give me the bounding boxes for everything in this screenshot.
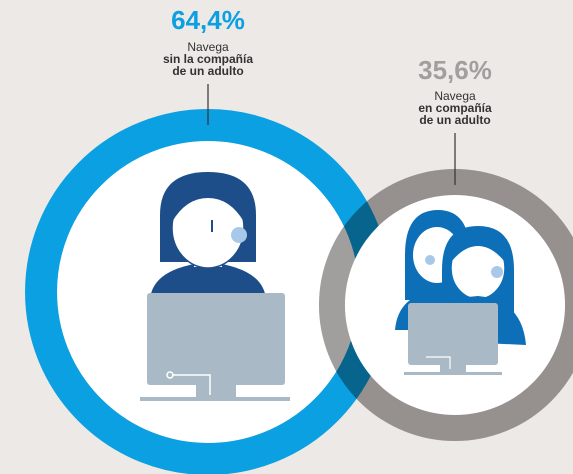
category-label: Navega xyxy=(434,89,476,103)
cable xyxy=(426,356,451,369)
value-label: 35,6% xyxy=(418,55,492,85)
monitor xyxy=(408,303,498,365)
fringe xyxy=(451,236,505,262)
cable xyxy=(172,374,211,395)
base xyxy=(404,372,502,375)
category-label: sin la compañía xyxy=(163,52,253,66)
cheek xyxy=(231,227,247,243)
value-label: 64,4% xyxy=(171,5,245,35)
fringe xyxy=(172,186,244,222)
category-label: Navega xyxy=(187,40,229,54)
base xyxy=(140,397,290,401)
body xyxy=(150,262,266,300)
stand xyxy=(196,385,236,399)
cheek xyxy=(425,255,435,265)
figure-alone xyxy=(140,172,290,401)
stand xyxy=(440,365,466,373)
monitor xyxy=(147,293,285,385)
cheek xyxy=(491,266,503,278)
category-label: de un adulto xyxy=(172,64,243,78)
category-label: en compañía xyxy=(418,101,492,115)
figure-accompanied xyxy=(395,210,526,375)
plug xyxy=(166,371,174,379)
category-label: de un adulto xyxy=(419,113,490,127)
